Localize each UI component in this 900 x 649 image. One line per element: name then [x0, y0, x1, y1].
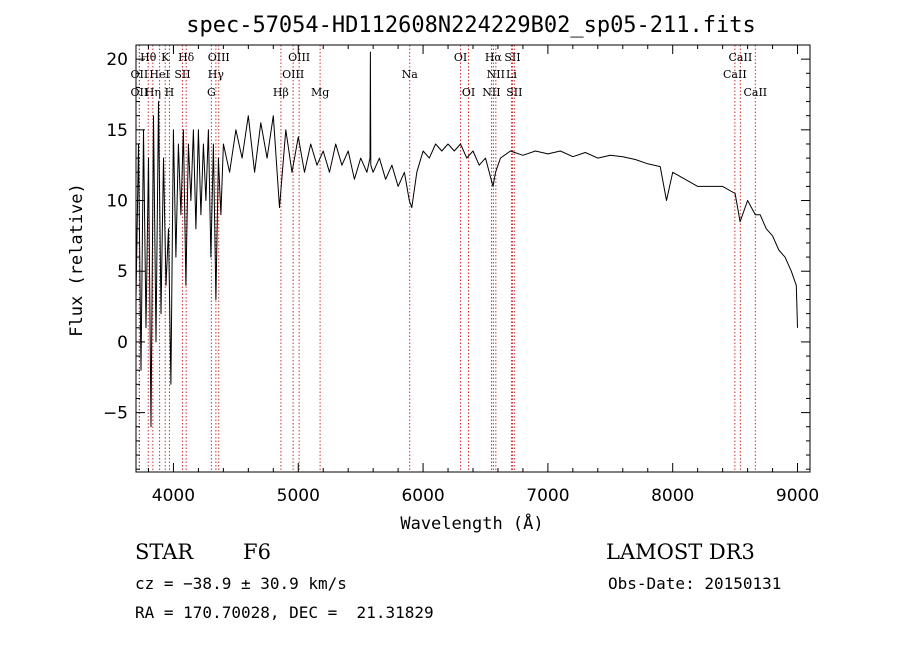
line-label: Mg	[311, 86, 329, 99]
y-axis-ticks: −5 0 5 10 15 20	[103, 44, 810, 470]
y-axis-label: Flux (relative)	[67, 183, 87, 337]
line-label: Hβ	[273, 86, 289, 99]
x-tick-label: 5000	[277, 486, 320, 506]
redshift-value: cz = −38.9 ± 30.9 km/s	[135, 574, 347, 593]
spectrum-trace	[135, 51, 798, 428]
line-label: SII	[506, 86, 522, 99]
line-label: OIII	[282, 68, 304, 81]
line-label: OII	[131, 86, 149, 99]
line-label: G	[207, 86, 216, 99]
line-label: Li	[506, 68, 517, 81]
x-tick-label: 4000	[152, 486, 195, 506]
line-label: HeI	[149, 68, 169, 81]
x-axis-ticks: 4000 5000 6000 7000 8000 9000	[147, 45, 819, 506]
x-tick-label: 6000	[401, 486, 444, 506]
line-label: OI	[462, 86, 475, 99]
y-tick-label: 0	[117, 333, 128, 353]
line-label: K	[161, 51, 170, 64]
spectral-subclass: F6	[243, 540, 271, 564]
line-label: SII	[174, 68, 190, 81]
line-label: SII	[504, 51, 520, 64]
line-label: CaII	[723, 68, 747, 81]
line-label: OIII	[208, 51, 230, 64]
x-tick-label: 8000	[651, 486, 694, 506]
y-tick-label: −5	[103, 404, 128, 424]
line-label: NII	[482, 86, 500, 99]
x-tick-label: 7000	[526, 486, 569, 506]
line-label: CaII	[743, 86, 767, 99]
y-tick-label: 10	[106, 192, 128, 212]
x-tick-label: 9000	[776, 486, 819, 506]
line-label: Hδ	[178, 51, 195, 64]
survey-name: LAMOST DR3	[606, 540, 755, 564]
y-tick-label: 5	[117, 262, 128, 282]
chart-title: spec-57054-HD112608N224229B02_sp05-211.f…	[186, 13, 756, 38]
line-label: CaII	[729, 51, 753, 64]
line-label: Hγ	[208, 68, 225, 81]
observation-date: Obs-Date: 20150131	[608, 574, 782, 593]
y-tick-label: 15	[106, 121, 128, 141]
line-label: OI	[454, 51, 467, 64]
line-label: Hθ	[140, 51, 157, 64]
plot-frame	[135, 44, 811, 473]
x-axis-label: Wavelength (Å)	[400, 512, 543, 534]
coordinates: RA = 170.70028, DEC = 21.31829	[135, 603, 434, 622]
line-label: Hη	[145, 86, 161, 99]
y-tick-label: 20	[106, 50, 128, 70]
line-label: OII	[131, 68, 149, 81]
object-type: STAR	[135, 540, 194, 564]
line-label: NII	[487, 68, 505, 81]
spectral-line-markers	[138, 45, 756, 472]
line-label: H	[165, 86, 175, 99]
line-label: OIII	[288, 51, 310, 64]
line-label: Na	[402, 68, 419, 81]
line-label: Hα	[485, 51, 503, 64]
